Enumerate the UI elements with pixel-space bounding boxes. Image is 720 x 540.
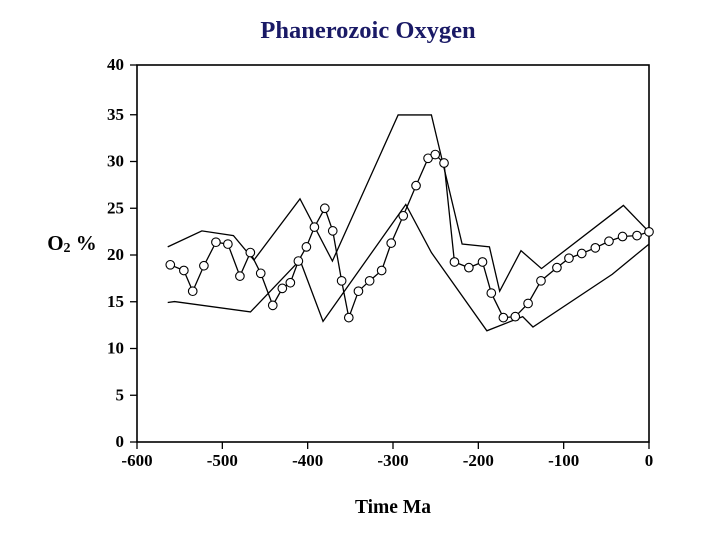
svg-text:Time Ma: Time Ma (355, 497, 431, 518)
svg-text:10: 10 (107, 339, 124, 358)
svg-text:-200: -200 (463, 451, 494, 470)
svg-text:-400: -400 (292, 451, 323, 470)
svg-text:25: 25 (107, 198, 124, 217)
svg-text:-300: -300 (377, 451, 408, 470)
svg-text:30: 30 (107, 152, 124, 171)
svg-text:-500: -500 (207, 451, 238, 470)
svg-text:15: 15 (107, 292, 124, 311)
svg-text:20: 20 (107, 245, 124, 264)
svg-text:0: 0 (116, 432, 125, 451)
svg-text:40: 40 (107, 55, 124, 74)
svg-text:-600: -600 (121, 451, 152, 470)
svg-text:0: 0 (645, 451, 654, 470)
svg-text:O2 %: O2 % (47, 231, 97, 256)
svg-text:35: 35 (107, 105, 124, 124)
svg-text:-100: -100 (548, 451, 579, 470)
svg-text:5: 5 (116, 385, 125, 404)
